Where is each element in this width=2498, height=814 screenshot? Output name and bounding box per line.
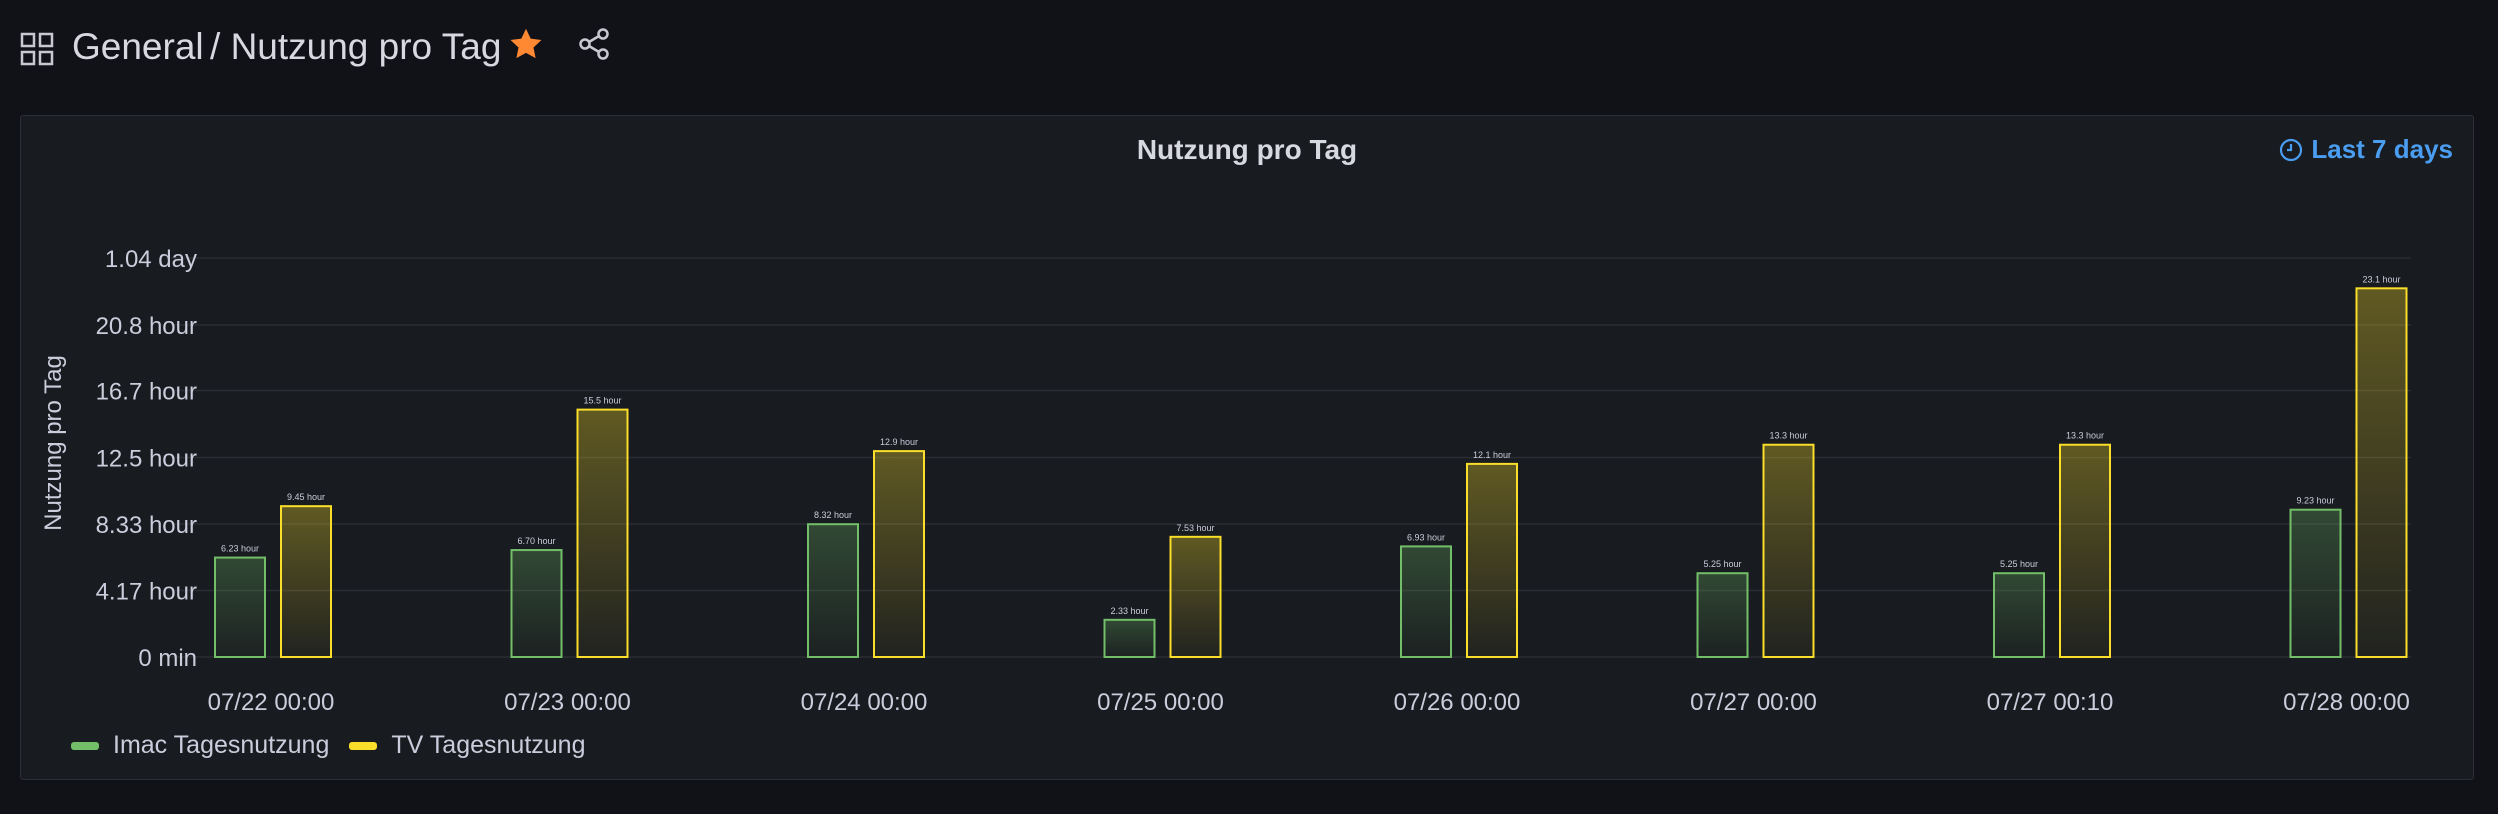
legend-label-imac: Imac Tagesnutzung bbox=[113, 731, 330, 759]
bar-tv[interactable] bbox=[2355, 287, 2408, 658]
y-tick-label: 20.8 hour bbox=[96, 313, 197, 340]
bar-imac[interactable] bbox=[2289, 508, 2342, 659]
y-tick-label: 12.5 hour bbox=[96, 446, 197, 473]
bar-value-label: 12.9 hour bbox=[880, 437, 918, 447]
breadcrumb-folder[interactable]: General bbox=[72, 26, 204, 67]
legend-label-tv: TV Tagesnutzung bbox=[391, 731, 586, 759]
x-tick-label: 07/27 00:00 bbox=[1690, 689, 1817, 716]
x-tick-label: 07/22 00:00 bbox=[208, 689, 335, 716]
dashboard-header: General / Nutzung pro Tag bbox=[0, 0, 2498, 100]
panel-title[interactable]: Nutzung pro Tag bbox=[1136, 134, 1358, 165]
bar-imac[interactable] bbox=[510, 549, 563, 658]
bar-value-label: 7.53 hour bbox=[1176, 523, 1214, 533]
bar-value-label: 9.45 hour bbox=[287, 492, 325, 502]
x-tick-label: 07/24 00:00 bbox=[801, 689, 928, 716]
bar-tv[interactable] bbox=[873, 450, 925, 658]
y-tick-label: 4.17 hour bbox=[96, 578, 197, 605]
bar-value-label: 6.23 hour bbox=[221, 544, 259, 554]
bar-imac[interactable] bbox=[1696, 572, 1749, 658]
chart-panel: Nutzung pro Tag Last 7 days 0 min 4.17 ho… bbox=[20, 115, 2474, 780]
bar-value-label: 13.3 hour bbox=[1769, 431, 1807, 441]
bar-imac[interactable] bbox=[807, 523, 859, 658]
bar-value-label: 13.3 hour bbox=[2066, 431, 2104, 441]
clock-icon bbox=[2280, 138, 2303, 161]
bar-value-label: 12.1 hour bbox=[1473, 450, 1511, 460]
y-tick-label: 8.33 hour bbox=[96, 512, 197, 539]
bar-tv[interactable] bbox=[1169, 535, 1222, 658]
legend-swatch-tv bbox=[349, 741, 378, 750]
bar-value-label: 8.32 hour bbox=[814, 510, 852, 520]
bar-value-label: 23.1 hour bbox=[2362, 274, 2400, 284]
bar-value-label: 5.25 hour bbox=[1703, 559, 1741, 569]
bar-imac[interactable] bbox=[214, 556, 266, 659]
bar-tv[interactable] bbox=[576, 408, 629, 658]
x-tick-label: 07/23 00:00 bbox=[504, 689, 631, 716]
bar-imac[interactable] bbox=[1400, 545, 1452, 658]
legend-item-tv[interactable]: TV Tagesnutzung bbox=[349, 731, 585, 760]
chart-legend: Imac Tagesnutzung TV Tagesnutzung bbox=[71, 731, 605, 760]
y-tick-label: 1.04 day bbox=[105, 246, 197, 273]
x-tick-label: 07/25 00:00 bbox=[1097, 689, 1224, 716]
time-range-picker[interactable]: Last 7 days bbox=[2279, 134, 2453, 165]
time-range-label: Last 7 days bbox=[2311, 134, 2453, 164]
x-tick-label: 07/28 00:00 bbox=[2283, 689, 2410, 716]
bar-tv[interactable] bbox=[280, 505, 332, 659]
bar-imac[interactable] bbox=[1103, 618, 1156, 658]
bar-value-label: 6.93 hour bbox=[1407, 532, 1445, 542]
y-axis-label: Nutzung pro Tag bbox=[40, 355, 67, 531]
star-icon[interactable] bbox=[508, 26, 544, 62]
bar-value-label: 6.70 hour bbox=[517, 536, 555, 546]
bar-value-label: 15.5 hour bbox=[583, 396, 621, 406]
bar-chart: 0 min 4.17 hour 8.33 hour 12.5 hour 16.7 hou… bbox=[40, 246, 2411, 716]
bar-tv[interactable] bbox=[1762, 443, 1815, 658]
breadcrumb-dashboard[interactable]: / Nutzung pro Tag bbox=[210, 26, 501, 68]
breadcrumb-dashboard-title: Nutzung pro Tag bbox=[230, 26, 502, 67]
x-tick-label: 07/26 00:00 bbox=[1394, 689, 1521, 716]
legend-item-imac[interactable]: Imac Tagesnutzung bbox=[71, 731, 329, 760]
bar-tv[interactable] bbox=[1466, 462, 1518, 658]
bar-imac[interactable] bbox=[1993, 572, 2045, 658]
bar-value-label: 9.23 hour bbox=[2296, 496, 2334, 506]
breadcrumb-separator: / bbox=[210, 26, 221, 67]
share-icon[interactable] bbox=[576, 26, 612, 62]
bar-tv[interactable] bbox=[2059, 443, 2111, 658]
legend-swatch-imac bbox=[71, 741, 99, 750]
y-tick-label: 16.7 hour bbox=[96, 378, 197, 405]
grid-icon[interactable] bbox=[20, 32, 54, 66]
bar-value-label: 5.25 hour bbox=[2000, 559, 2038, 569]
y-tick-label: 0 min bbox=[138, 645, 197, 672]
bar-value-label: 2.33 hour bbox=[1110, 606, 1148, 616]
x-tick-label: 07/27 00:10 bbox=[1987, 689, 2114, 716]
